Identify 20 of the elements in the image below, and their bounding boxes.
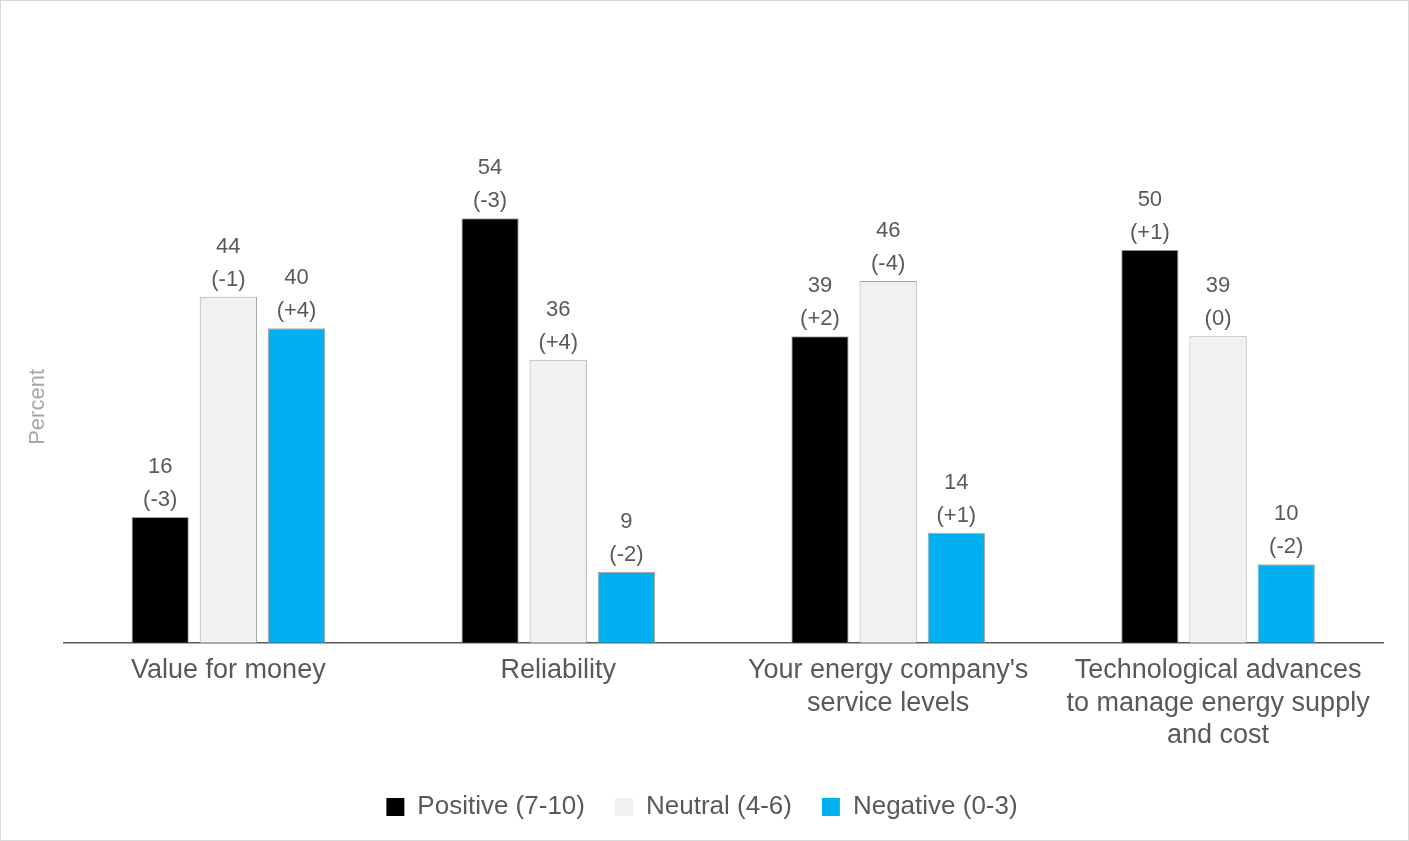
data-label: 14 (+1) [936,468,977,527]
y-axis-title: Percent [24,368,50,445]
data-label: 36 (+4) [538,295,579,354]
x-tick-label: Technological advances to manage energy supply and cost [1066,654,1371,750]
data-label: 39 (+2) [800,272,840,331]
data-label: 16 (-3) [143,453,178,512]
data-label: 40 (+4) [276,264,317,323]
x-tick-label: Reliability [500,654,617,685]
x-tick-label: Value for money [131,654,327,685]
legend-label: Negative (0-3) [852,790,1018,821]
data-label: 46 (-4) [871,217,906,276]
data-label: 10 (-2) [1269,500,1304,559]
legend-label: Positive (7-10) [417,790,585,821]
legend-label: Neutral (4-6) [645,790,792,821]
data-label: 39 (0) [1204,272,1232,331]
data-label: 9 (-2) [609,508,644,567]
data-label: 54 (-3) [472,154,508,213]
x-tick-label: Your energy company's service levels [747,654,1029,717]
data-label: 44 (-1) [211,232,246,291]
data-label: 50 (+1) [1130,185,1170,244]
